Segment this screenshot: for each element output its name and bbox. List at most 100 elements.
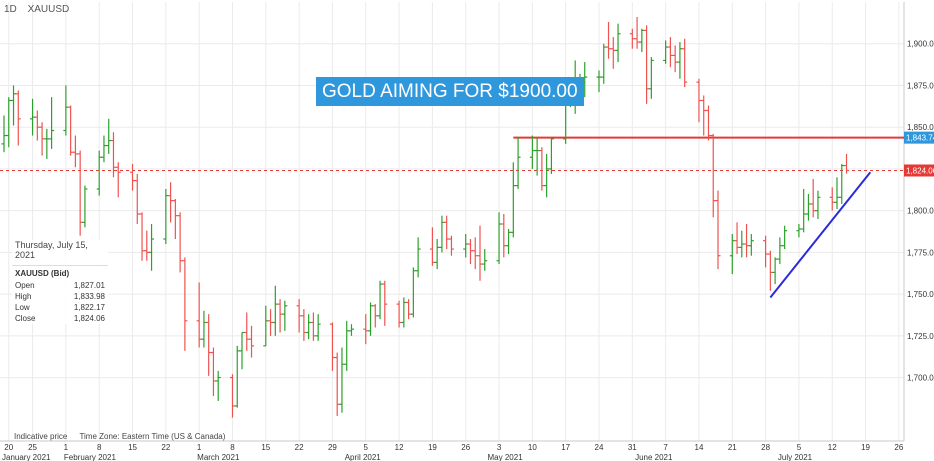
ohlc-bar bbox=[739, 230, 745, 258]
x-tick-label: 17 bbox=[561, 443, 570, 452]
ohlc-bar bbox=[144, 230, 150, 261]
x-tick-label: 3 bbox=[497, 443, 502, 452]
symbol-bar: 1D XAUUSD bbox=[4, 4, 77, 15]
ohlc-bar bbox=[701, 95, 707, 136]
info-row-close: Close 1,824.06 bbox=[12, 313, 108, 324]
ohlc-bar bbox=[506, 229, 512, 255]
ohlc-bar bbox=[767, 250, 773, 291]
ohlc-bar bbox=[596, 70, 602, 93]
x-tick-label: 26 bbox=[461, 443, 470, 452]
ohlc-bar bbox=[844, 153, 850, 174]
ohlc-bar bbox=[439, 215, 445, 253]
ohlc-bar bbox=[406, 299, 412, 320]
month-label: March 2021 bbox=[197, 453, 240, 461]
ohlc-bar bbox=[229, 374, 235, 418]
ohlc-bar bbox=[815, 190, 821, 219]
ohlc-bar bbox=[734, 222, 740, 255]
ohlc-bar bbox=[210, 347, 216, 396]
month-label: February 2021 bbox=[64, 453, 117, 461]
ohlc-bar bbox=[296, 299, 302, 333]
ohlc-bar bbox=[401, 297, 407, 328]
ohlc-bar bbox=[729, 234, 735, 275]
info-date: Thursday, July 15, 2021 bbox=[15, 240, 88, 260]
month-label: April 2021 bbox=[345, 453, 382, 461]
ohlc-bar bbox=[477, 225, 483, 281]
ohlc-bar bbox=[15, 90, 21, 146]
x-tick-label: 15 bbox=[128, 443, 137, 452]
ohlc-bar bbox=[782, 225, 788, 250]
info-symbol: XAUUSD (Bid) bbox=[12, 265, 108, 280]
ohlc-bar bbox=[482, 249, 488, 271]
ohlc-bar bbox=[1, 115, 7, 153]
ohlc-bar bbox=[134, 173, 140, 225]
ohlc-bar bbox=[177, 212, 183, 273]
ohlc-bar bbox=[139, 212, 145, 261]
info-value: 1,822.17 bbox=[73, 303, 105, 312]
footer-note: Indicative price Time Zone: Eastern Time… bbox=[14, 432, 235, 441]
ohlc-bar bbox=[377, 280, 383, 320]
ohlc-bar bbox=[310, 312, 316, 341]
ohlc-bar bbox=[672, 45, 678, 73]
x-tick-label: 24 bbox=[595, 443, 604, 452]
ohlc-bar bbox=[201, 310, 207, 348]
ohlc-bar bbox=[544, 153, 550, 198]
month-label: July 2021 bbox=[778, 453, 813, 461]
info-row-high: High 1,833.98 bbox=[12, 291, 108, 302]
x-tick-label: 22 bbox=[295, 443, 304, 452]
ohlc-bar bbox=[463, 234, 469, 258]
ohlc-bar bbox=[182, 257, 188, 351]
month-label: January 2021 bbox=[2, 453, 51, 461]
x-tick-label: 5 bbox=[797, 443, 802, 452]
ohlc-bar bbox=[601, 43, 607, 84]
y-tick-label: 1,700.00 bbox=[907, 374, 934, 383]
ohlc-bar bbox=[829, 187, 835, 211]
ohlc-bar bbox=[234, 345, 240, 408]
resistance-price-tag-bg bbox=[904, 131, 934, 144]
ohlc-bar bbox=[72, 135, 78, 168]
ohlc-bar bbox=[315, 314, 321, 341]
x-tick-label: 7 bbox=[663, 443, 668, 452]
ohlc-bar bbox=[130, 163, 136, 191]
ohlc-bar bbox=[515, 137, 521, 189]
ohlc-bar bbox=[615, 23, 621, 63]
x-tick-label: 1 bbox=[197, 443, 202, 452]
ohlc-bar bbox=[249, 325, 255, 358]
ohlc-bar bbox=[334, 352, 340, 416]
ohlc-bar bbox=[172, 198, 178, 240]
ohlc-bar bbox=[763, 235, 769, 268]
ohlc-bar bbox=[682, 38, 688, 88]
x-tick-label: 21 bbox=[728, 443, 737, 452]
ohlc-bar bbox=[772, 257, 778, 285]
ohlc-bar bbox=[277, 299, 283, 333]
ohlc-bar bbox=[301, 309, 307, 341]
y-tick-label: 1,800.00 bbox=[907, 207, 934, 216]
info-row-open: Open 1,827.01 bbox=[12, 280, 108, 291]
ohlc-bar bbox=[339, 347, 345, 413]
ohlc-bar bbox=[748, 234, 754, 256]
ohlc-bar bbox=[11, 85, 17, 126]
info-value: 1,824.06 bbox=[73, 314, 105, 323]
ohlc-bar bbox=[710, 133, 716, 218]
ohlc-bar bbox=[101, 135, 107, 163]
x-tick-label: 31 bbox=[628, 443, 637, 452]
ohlc-bar bbox=[634, 17, 640, 49]
x-tick-label: 5 bbox=[364, 443, 369, 452]
ohlc-bar bbox=[648, 57, 654, 99]
ohlc-bar bbox=[429, 227, 435, 266]
info-label: Low bbox=[15, 303, 30, 312]
ohlc-bar bbox=[263, 305, 269, 347]
ohlc-bar bbox=[110, 132, 116, 178]
ohlc-bar bbox=[639, 28, 645, 53]
ohlc-bar bbox=[677, 42, 683, 79]
ohlc-bar bbox=[272, 285, 278, 336]
ohlc-bar bbox=[6, 97, 12, 148]
interval-label[interactable]: 1D bbox=[4, 4, 17, 15]
ohlc-bar bbox=[777, 237, 783, 265]
indicative-price-note: Indicative price bbox=[14, 432, 68, 441]
symbol-label[interactable]: XAUUSD bbox=[27, 4, 70, 15]
ohlc-bar bbox=[501, 213, 507, 258]
ohlc-bar bbox=[410, 267, 416, 318]
ohlc-bar bbox=[472, 237, 478, 270]
ohlc-bar bbox=[606, 22, 612, 59]
